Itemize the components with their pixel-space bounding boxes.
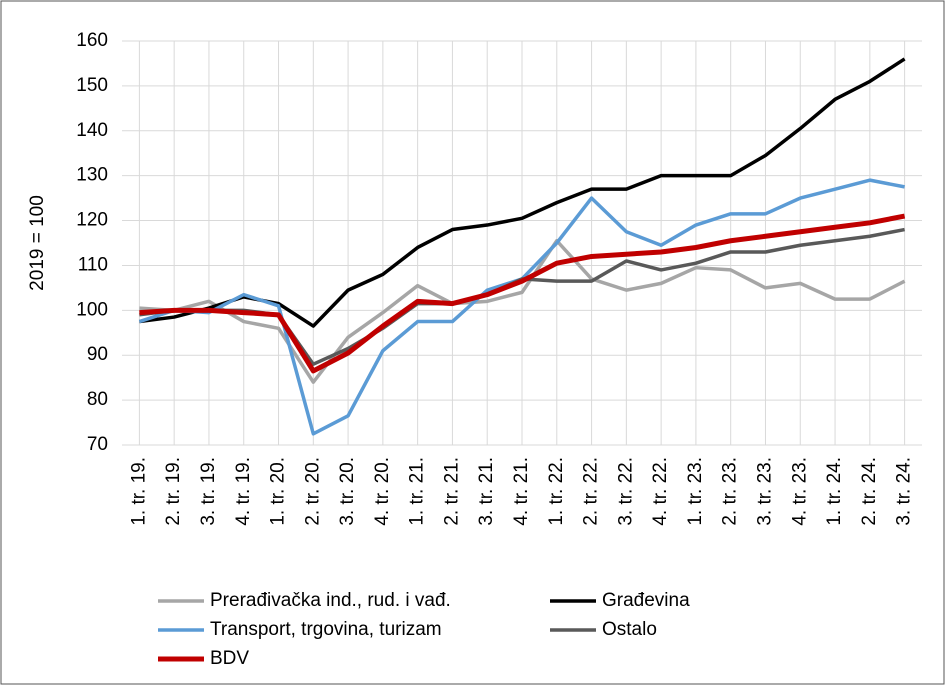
y-tick-label: 70 bbox=[87, 434, 108, 455]
x-tick-label: 4. tr. 21. bbox=[511, 457, 532, 526]
x-tick-label: 3. tr. 21. bbox=[476, 457, 497, 526]
y-tick-label: 130 bbox=[76, 165, 108, 186]
x-tick-label: 3. tr. 19. bbox=[198, 457, 219, 526]
y-axis-label: 2019 = 100 bbox=[27, 195, 48, 291]
y-tick-label: 140 bbox=[76, 120, 108, 141]
y-tick-label: 100 bbox=[76, 299, 108, 320]
y-tick-label: 110 bbox=[78, 254, 108, 275]
y-tick-label: 90 bbox=[87, 344, 108, 365]
x-tick-label: 2. tr. 24. bbox=[859, 457, 880, 526]
x-tick-label: 2. tr. 22. bbox=[581, 457, 602, 526]
x-tick-label: 2. tr. 20. bbox=[302, 457, 323, 526]
y-tick-label: 80 bbox=[87, 389, 108, 410]
x-tick-label: 4. tr. 20. bbox=[372, 457, 393, 526]
legend-label: Ostalo bbox=[602, 619, 657, 640]
legend-label: BDV bbox=[210, 648, 249, 669]
legend-label: Građevina bbox=[602, 590, 690, 611]
y-tick-label: 160 bbox=[76, 30, 108, 51]
x-tick-label: 2. tr. 21. bbox=[441, 457, 462, 526]
legend-label: Transport, trgovina, turizam bbox=[210, 619, 442, 640]
x-tick-label: 4. tr. 19. bbox=[233, 457, 254, 526]
x-tick-label: 3. tr. 22. bbox=[615, 457, 636, 526]
x-tick-label: 4. tr. 23. bbox=[789, 457, 810, 526]
x-tick-label: 2. tr. 23. bbox=[720, 457, 741, 526]
x-tick-label: 1. tr. 23. bbox=[685, 457, 706, 526]
x-tick-label: 1. tr. 19. bbox=[128, 457, 149, 526]
series-line bbox=[139, 239, 906, 384]
x-tick-label: 2. tr. 19. bbox=[163, 457, 184, 526]
x-tick-label: 3. tr. 24. bbox=[894, 457, 915, 526]
y-tick-label: 150 bbox=[76, 75, 108, 96]
series-line bbox=[139, 213, 906, 374]
x-tick-label: 4. tr. 22. bbox=[650, 457, 671, 526]
x-tick-label: 1. tr. 20. bbox=[268, 457, 289, 526]
x-tick-label: 3. tr. 23. bbox=[754, 457, 775, 526]
x-tick-label: 1. tr. 24. bbox=[824, 457, 845, 526]
legend-label: Prerađivačka ind., rud. i vađ. bbox=[210, 590, 451, 611]
x-tick-label: 1. tr. 21. bbox=[407, 457, 428, 526]
x-tick-label: 3. tr. 20. bbox=[337, 457, 358, 526]
y-tick-label: 120 bbox=[76, 210, 108, 231]
x-tick-label: 1. tr. 22. bbox=[546, 457, 567, 526]
